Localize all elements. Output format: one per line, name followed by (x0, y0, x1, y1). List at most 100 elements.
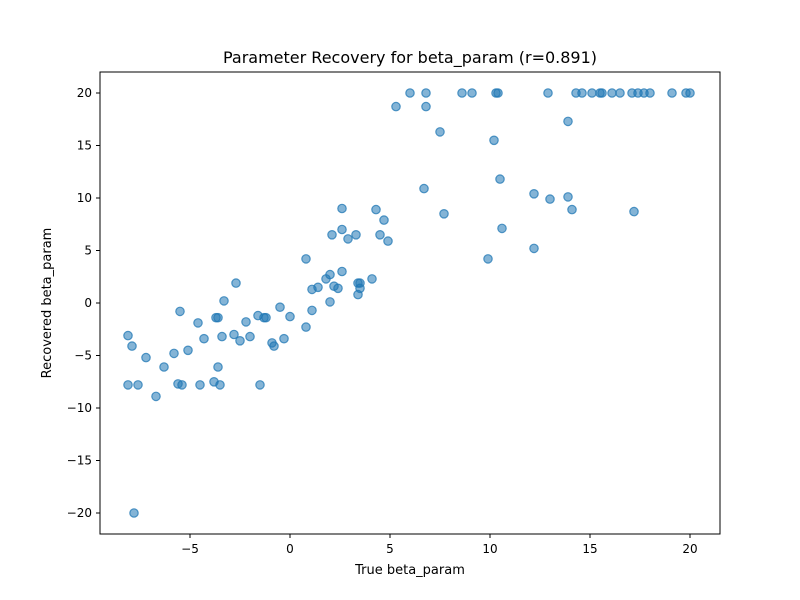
data-point (141, 352, 151, 363)
x-tick-label: 10 (482, 542, 497, 556)
data-point (629, 206, 639, 217)
data-point (497, 223, 507, 234)
data-point (493, 88, 503, 98)
data-points (123, 88, 695, 518)
data-point (645, 88, 655, 98)
data-point (269, 341, 279, 351)
data-point (391, 101, 401, 112)
data-point (439, 209, 449, 219)
data-point (255, 380, 265, 390)
y-tick-label: −15 (67, 454, 92, 468)
data-point (241, 317, 251, 327)
data-point (667, 88, 677, 98)
x-tick-label: 20 (682, 542, 697, 556)
data-point (545, 194, 555, 204)
y-tick-label: −10 (67, 401, 92, 415)
data-point (607, 88, 617, 98)
data-point (133, 380, 143, 390)
data-point (337, 224, 347, 235)
data-point (543, 88, 553, 98)
data-point (123, 380, 133, 390)
data-point (245, 331, 255, 342)
x-axis-label: True beta_param (354, 563, 465, 578)
data-point (275, 302, 285, 312)
data-point (183, 345, 193, 356)
data-point (261, 312, 271, 323)
data-point (457, 88, 467, 98)
data-point (337, 203, 347, 214)
data-point (129, 508, 139, 518)
y-tick-label: 10 (77, 191, 92, 205)
data-point (371, 204, 381, 215)
data-point (577, 88, 587, 98)
data-point (333, 283, 343, 294)
data-point (169, 348, 179, 359)
chart-title: Parameter Recovery for beta_param (r=0.8… (223, 48, 597, 68)
data-point (229, 329, 239, 340)
x-tick-label: 15 (582, 542, 597, 556)
y-tick-label: −5 (74, 349, 92, 363)
data-point (159, 362, 169, 372)
data-point (307, 305, 317, 316)
data-point (343, 234, 353, 244)
x-tick-label: 0 (286, 542, 294, 556)
x-tick-label: 5 (386, 542, 394, 556)
data-point (213, 312, 223, 323)
data-point (379, 215, 389, 225)
data-point (483, 254, 493, 264)
y-tick-label: 0 (84, 296, 92, 310)
data-point (597, 88, 607, 98)
y-tick-label: 20 (77, 86, 92, 100)
data-point (231, 278, 241, 288)
y-axis-ticks: −20 −15 −10 −5 0 5 10 15 20 (67, 86, 100, 520)
data-point (337, 266, 347, 277)
data-point (529, 243, 539, 254)
data-point (219, 296, 229, 306)
data-point (419, 183, 429, 194)
data-point (529, 189, 539, 199)
data-point (313, 282, 323, 293)
data-point (563, 116, 573, 127)
data-point (217, 331, 227, 342)
data-point (285, 311, 295, 322)
data-point (193, 318, 203, 328)
data-point (235, 335, 245, 346)
data-point (199, 333, 209, 344)
data-point (375, 230, 385, 240)
y-tick-label: 15 (77, 139, 92, 153)
data-point (353, 289, 363, 300)
data-point (383, 236, 393, 246)
y-tick-label: 5 (84, 244, 92, 258)
data-point (279, 333, 289, 344)
data-point (615, 88, 625, 98)
data-point (435, 127, 445, 137)
data-point (123, 330, 133, 341)
data-point (367, 274, 377, 284)
data-point (325, 297, 335, 307)
y-axis-label: Recovered beta_param (40, 228, 55, 379)
x-axis-ticks: −5 0 5 10 15 20 (181, 534, 698, 556)
data-point (351, 230, 361, 240)
y-tick-label: −20 (67, 506, 92, 520)
data-point (177, 380, 187, 390)
data-point (467, 88, 477, 98)
data-point (325, 269, 335, 280)
data-point (215, 380, 225, 390)
data-point (127, 341, 137, 351)
data-point (151, 391, 161, 402)
data-point (567, 204, 577, 215)
data-point (587, 88, 597, 98)
data-point (421, 101, 431, 112)
data-point (301, 322, 311, 332)
data-point (405, 88, 415, 98)
data-point (489, 135, 499, 146)
data-point (213, 362, 223, 372)
data-point (301, 254, 311, 264)
data-point (327, 230, 337, 240)
data-point (685, 88, 695, 98)
data-point (175, 306, 185, 317)
data-point (195, 380, 205, 390)
data-point (495, 174, 505, 184)
